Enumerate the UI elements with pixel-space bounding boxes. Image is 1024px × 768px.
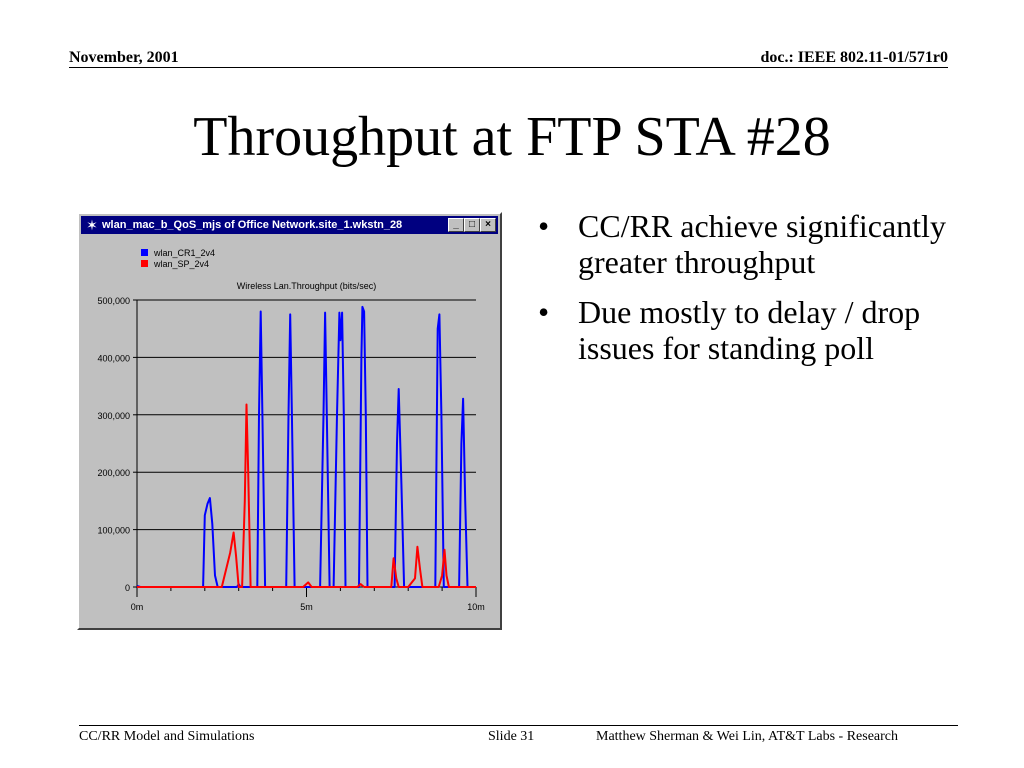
chart-window: ✶ wlan_mac_b_QoS_mjs of Office Network.s… bbox=[77, 212, 502, 630]
y-tick-label: 500,000 bbox=[97, 296, 130, 306]
maximize-button[interactable]: □ bbox=[464, 218, 480, 232]
footer-authors: Matthew Sherman & Wei Lin, AT&T Labs - R… bbox=[596, 729, 899, 744]
bullet-icon: • bbox=[538, 208, 550, 244]
legend-label: wlan_SP_2v4 bbox=[153, 259, 209, 269]
header-rule bbox=[69, 67, 948, 68]
network-icon: ✶ bbox=[86, 217, 98, 233]
legend-swatch bbox=[141, 260, 148, 267]
x-tick-label: 0m bbox=[131, 602, 144, 612]
x-tick-label: 10m bbox=[467, 602, 485, 612]
bullet-item: • CC/RR achieve significantly greater thr… bbox=[536, 208, 956, 280]
y-tick-label: 0 bbox=[125, 583, 130, 593]
header-doc-id: doc.: IEEE 802.11-01/571r0 bbox=[760, 49, 948, 66]
x-tick-label: 5m bbox=[300, 602, 313, 612]
plot-area bbox=[137, 300, 476, 587]
footer-slide-number: Slide 31 bbox=[488, 729, 535, 744]
legend-swatch bbox=[141, 249, 148, 256]
y-tick-label: 200,000 bbox=[97, 468, 130, 478]
slide-title: Throughput at FTP STA #28 bbox=[193, 106, 831, 168]
y-tick-label: 400,000 bbox=[97, 353, 130, 363]
series-line bbox=[137, 403, 476, 588]
minimize-button[interactable]: _ bbox=[448, 218, 464, 232]
bullet-item: • Due mostly to delay / drop issues for s… bbox=[536, 294, 956, 366]
bullet-icon: • bbox=[538, 294, 550, 330]
header-date: November, 2001 bbox=[69, 49, 179, 66]
y-tick-label: 100,000 bbox=[97, 526, 130, 536]
y-tick-label: 300,000 bbox=[97, 411, 130, 421]
window-titlebar[interactable]: ✶ wlan_mac_b_QoS_mjs of Office Network.s… bbox=[81, 216, 498, 234]
footer-left: CC/RR Model and Simulations bbox=[79, 729, 255, 744]
bullet-text: Due mostly to delay / drop issues for st… bbox=[578, 294, 921, 366]
bullet-list: • CC/RR achieve significantly greater thr… bbox=[536, 208, 956, 380]
legend-label: wlan_CR1_2v4 bbox=[153, 248, 215, 258]
throughput-chart: 500,000 400,000 300,000 200,000 100,000 00m 5m… bbox=[97, 248, 485, 612]
chart-title: Wireless Lan.Throughput (bits/sec) bbox=[237, 281, 377, 291]
footer-rule bbox=[79, 725, 958, 726]
bullet-text: CC/RR achieve significantly greater thro… bbox=[578, 208, 946, 280]
close-button[interactable]: × bbox=[480, 218, 496, 232]
window-title: wlan_mac_b_QoS_mjs of Office Network.sit… bbox=[102, 219, 403, 231]
